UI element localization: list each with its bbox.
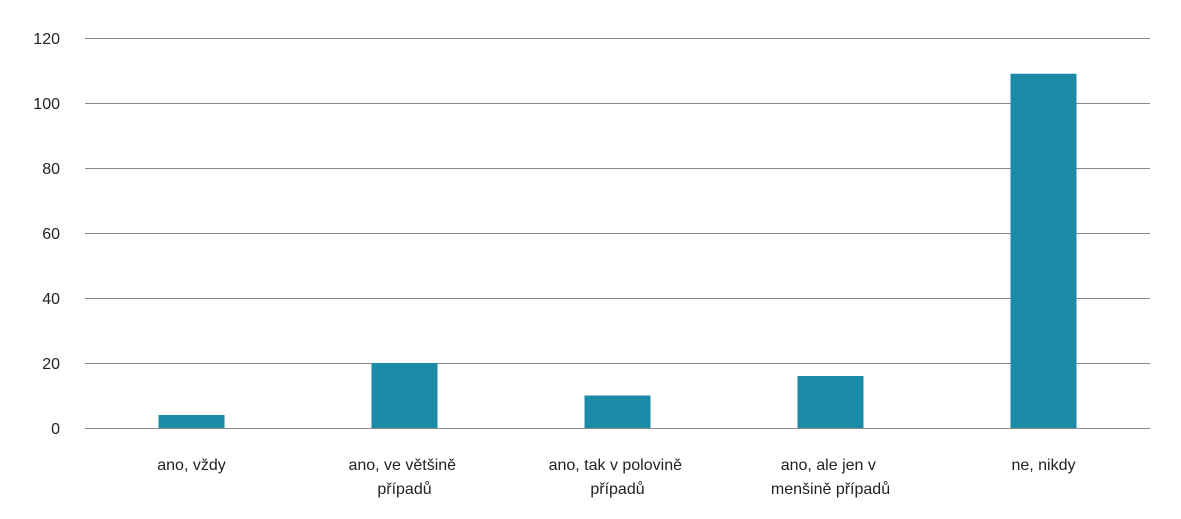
y-tick-label: 100 [33, 96, 60, 113]
x-tick-label: ne, nikdy [1011, 457, 1075, 474]
bar [584, 395, 651, 428]
bar [797, 376, 864, 428]
x-tick-label: ano, tak v polovině případů [549, 457, 687, 498]
y-tick-label: 120 [33, 31, 60, 48]
y-tick-label: 80 [42, 161, 60, 178]
x-tick-label: ano, vždy [157, 457, 225, 474]
x-tick-label: ano, ve většině případů [348, 457, 460, 498]
y-tick-label: 20 [42, 356, 60, 373]
y-tick-label: 0 [51, 421, 60, 438]
bar [158, 415, 225, 428]
y-tick-label: 60 [42, 226, 60, 243]
x-tick-label: ano, ale jen v menšině případů [771, 457, 890, 498]
y-tick-label: 40 [42, 291, 60, 308]
bar [1010, 73, 1077, 428]
bar [371, 363, 438, 428]
